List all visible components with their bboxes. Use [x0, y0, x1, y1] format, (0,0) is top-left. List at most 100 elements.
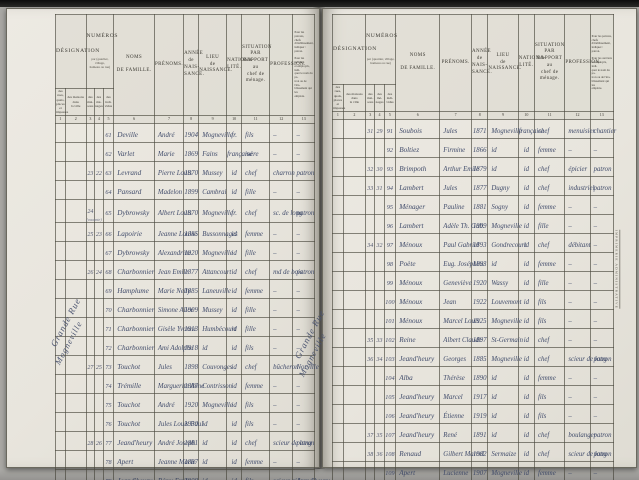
cell-menage: [94, 468, 104, 480]
header-prenoms: PRÉNOMS.: [439, 14, 473, 112]
cell-profession: –: [269, 411, 294, 432]
cell-observations: –: [292, 122, 315, 143]
cell-prenoms: Rémy Emile: [153, 468, 191, 480]
cell-individu: 63: [102, 160, 115, 181]
numeros-note: par (quartier, village, hameau ou rue): [366, 56, 395, 65]
cell-individu: 93: [383, 156, 397, 177]
column-number: 10: [517, 110, 535, 120]
cell-ville: [64, 392, 87, 413]
cell-ville: [342, 384, 367, 405]
cell-nom: Renaud: [395, 441, 441, 462]
cell-situation: femme: [533, 194, 566, 215]
cell-menage: 36: [374, 441, 385, 462]
cell-prenoms: Étienne: [439, 403, 473, 424]
column-number: 11: [533, 110, 566, 120]
cell-rue: [55, 468, 66, 480]
cell-annee: 1909: [471, 213, 489, 234]
cell-nationalite: id: [517, 384, 535, 405]
header-num-menages: des mé- nages: [374, 83, 385, 112]
table-row: 32 30 93 Brimpoth Arthur Emile 1879 id id chef ép…: [332, 156, 615, 177]
cell-profession: –: [269, 179, 294, 200]
cell-situation: fils: [533, 308, 566, 329]
cell-situation: fils: [241, 411, 271, 432]
cell-individu: 72: [102, 335, 115, 356]
cell-lieu: id: [198, 449, 228, 470]
cell-observations: –: [589, 460, 615, 480]
header-prenoms: PRÉNOMS.: [153, 14, 185, 116]
cell-observations: patron: [292, 160, 315, 181]
cell-individu: 97: [383, 232, 397, 253]
cell-annee: 1918: [183, 335, 200, 356]
cell-nom: Ménoux: [395, 270, 441, 291]
cell-lieu: id: [198, 335, 228, 356]
column-number: 5: [383, 110, 397, 120]
cell-situation: fils: [241, 392, 271, 413]
cell-annee: 1908: [183, 468, 200, 480]
cell-lieu: Louvemont: [487, 289, 522, 310]
cell-prenoms: Georges: [439, 346, 473, 367]
cell-annee: 1920: [183, 392, 200, 413]
cell-prenoms: Eug. Joséphine: [439, 251, 485, 272]
cell-menage: [374, 384, 385, 405]
cell-prenoms: Geneviève: [439, 270, 473, 291]
printer-imprint: IMPRIMERIE ADMINISTRATIVE: [614, 229, 620, 309]
cell-ville: [64, 354, 87, 375]
cell-prenoms: Jules Louis Paul: [153, 411, 203, 432]
header-annee: ANNÉE de NAIS- SANCE.: [183, 14, 204, 116]
cell-prenoms: Marie: [153, 141, 185, 162]
cell-annee: 1920: [183, 240, 200, 261]
cell-profession: –: [564, 403, 591, 424]
cell-lieu: Sogny: [487, 194, 519, 215]
cell-ville: [342, 156, 367, 177]
table-row: 74 Trémille Marguerite Anne 1887 Contrisson i…: [55, 373, 315, 394]
header-situation: SITUATION PAR RAPPORT au chef de ménage.: [241, 14, 271, 116]
cell-observations: –: [292, 278, 315, 299]
table-row: 24 (vacante) 65 Dybrowsky Albert Louis 1870 Mo…: [55, 198, 315, 223]
cell-nationalite: id: [517, 175, 535, 196]
cell-annee: 1902: [471, 441, 489, 462]
cell-individu: 103: [383, 346, 397, 367]
cell-prenoms: Jeanne Louise: [153, 221, 197, 242]
table-row: 71 Charbonnier Gisèle Yvonne 1913 Humbécourt…: [55, 316, 315, 337]
cell-profession: débitant: [564, 232, 591, 253]
cell-individu: 66: [102, 221, 115, 242]
cell-observations: –: [589, 251, 615, 272]
cell-annee: 1885: [471, 346, 489, 367]
cell-menage: 26: [94, 430, 104, 451]
header-nationalite: NATIONA- LITÉ.: [226, 14, 254, 116]
header-designation: DÉSIGNATION: [331, 14, 376, 85]
cell-prenoms: Albert Louis: [153, 198, 192, 223]
cell-observations: patron: [589, 422, 615, 443]
column-number: 6: [395, 110, 441, 120]
cell-profession: scieur de long: [564, 441, 607, 462]
column-number: 9: [487, 110, 519, 120]
cell-individu: 94: [383, 175, 397, 196]
cell-individu: 74: [102, 373, 115, 394]
cell-profession: menuisier: [564, 118, 595, 139]
table-row: 62 Varlet Marie 1869 Fains française mère – –: [55, 141, 315, 162]
table-header: DÉSIGNATION NUMÉROS par (quartier, villa…: [331, 14, 615, 120]
table-row: 72 Charbonnier Ami Adolphe 1918 id id fils – –: [55, 335, 315, 356]
cell-annee: 1870: [183, 198, 200, 223]
cell-annee: 1891: [471, 422, 489, 443]
cell-situation: femme: [533, 137, 566, 158]
cell-maison: [365, 403, 376, 424]
header-num-individus: des indi- vidus: [383, 83, 397, 112]
table-row: 23 22 63 Levrand Pierre Louis 1870 Mussey id che…: [55, 160, 315, 181]
cell-menage: 31: [374, 175, 385, 196]
cell-individu: 92: [383, 137, 397, 158]
cell-menage: [94, 240, 104, 261]
cell-nom: Dybrowsky: [113, 240, 155, 261]
cell-lieu: Laneuville: [198, 278, 231, 299]
column-number: 2: [342, 110, 367, 120]
cell-rue: [332, 175, 344, 196]
cell-profession: –: [269, 240, 294, 261]
cell-ville: [342, 194, 367, 215]
cell-ville: [64, 411, 87, 432]
cell-menage: [374, 365, 385, 386]
cell-ville: [64, 449, 87, 470]
cell-profession: –: [269, 316, 294, 337]
cell-maison: 26: [85, 259, 96, 280]
cell-nom: Jeand'heury: [395, 422, 441, 443]
cell-nationalite: id: [517, 194, 535, 215]
